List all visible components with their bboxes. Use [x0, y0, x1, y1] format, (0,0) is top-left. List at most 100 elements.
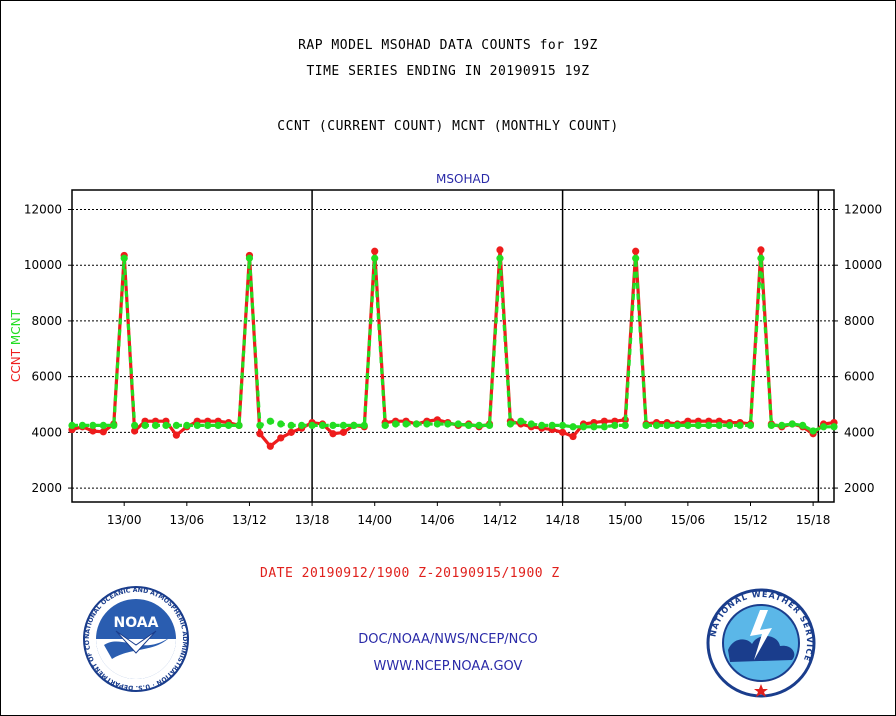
data-point-mcnt — [131, 421, 139, 429]
data-point-mcnt — [485, 421, 494, 429]
data-point-mcnt — [381, 421, 389, 429]
data-point-mcnt — [579, 423, 588, 431]
x-tick-label: 13/06 — [170, 513, 205, 527]
data-point-mcnt — [444, 420, 452, 428]
y-tick-label-left: 4000 — [31, 425, 62, 439]
x-tick-label: 14/18 — [545, 513, 580, 527]
x-tick-label: 14/00 — [357, 513, 392, 527]
data-point-mcnt — [642, 421, 650, 429]
x-tick-label: 14/12 — [483, 513, 518, 527]
data-point-mcnt — [799, 421, 807, 429]
data-point-mcnt — [162, 421, 170, 429]
data-point-mcnt — [151, 421, 160, 429]
data-point-mcnt — [454, 420, 462, 428]
data-point-ccnt — [632, 247, 640, 255]
x-tick-label: 15/18 — [796, 513, 831, 527]
website-link[interactable]: WWW.NCEP.NOAA.GOV — [373, 659, 523, 674]
y-tick-label-left: 6000 — [31, 370, 62, 384]
data-point-mcnt — [548, 421, 556, 429]
data-point-ccnt — [600, 417, 608, 425]
noaa-logo-text: NOAA — [114, 615, 159, 631]
data-point-mcnt — [569, 423, 577, 431]
noaa-logo: NOAA NATIONAL OCEANIC AND ATMOSPHERIC AD… — [82, 585, 189, 692]
data-point-mcnt — [538, 421, 546, 429]
y-tick-label-right: 8000 — [844, 314, 875, 328]
data-point-ccnt — [287, 428, 295, 436]
data-point-mcnt — [308, 421, 316, 429]
y-tick-label-right: 2000 — [844, 481, 875, 495]
x-tick-label: 13/12 — [232, 513, 267, 527]
series-line-mcnt — [72, 258, 834, 433]
chart-title-line1: RAP MODEL MSOHAD DATA COUNTS for 19Z — [298, 38, 598, 53]
data-point-mcnt — [68, 421, 76, 429]
data-point-ccnt — [256, 430, 264, 438]
x-tick-label: 14/06 — [420, 513, 455, 527]
data-point-ccnt — [89, 427, 97, 435]
series-line-ccnt — [71, 249, 835, 449]
data-point-mcnt — [287, 421, 295, 429]
y-tick-label-left: 2000 — [31, 481, 62, 495]
data-point-ccnt — [131, 427, 139, 435]
data-point-mcnt — [183, 421, 191, 429]
data-point-mcnt — [235, 421, 243, 429]
date-range-label: DATE 20190912/1900 Z-20190915/1900 Z — [260, 566, 560, 581]
data-point-mcnt — [204, 421, 212, 429]
data-point-mcnt — [746, 421, 755, 429]
org-path-text: DOC/NOAA/NWS/NCEP/NCO — [358, 632, 538, 647]
data-point-ccnt — [757, 246, 765, 254]
data-point-mcnt — [611, 421, 619, 429]
y-tick-label-right: 4000 — [844, 425, 875, 439]
data-point-mcnt — [277, 420, 285, 428]
data-point-mcnt — [475, 421, 483, 429]
data-point-mcnt — [506, 420, 515, 428]
panel-title: MSOHAD — [436, 172, 490, 186]
data-point-ccnt — [339, 428, 347, 436]
data-point-mcnt — [193, 421, 201, 429]
chart-subtitle: CCNT (CURRENT COUNT) MCNT (MONTHLY COUNT… — [277, 119, 619, 134]
data-point-mcnt — [809, 427, 817, 435]
data-point-mcnt — [673, 421, 682, 429]
data-point-mcnt — [684, 421, 692, 429]
data-point-mcnt — [778, 421, 786, 429]
data-point-mcnt — [600, 423, 608, 431]
data-point-ccnt — [569, 432, 577, 441]
data-point-ccnt — [277, 434, 285, 442]
y-tick-label-left: 10000 — [24, 258, 62, 272]
y-tick-label-right: 12000 — [844, 203, 882, 217]
data-point-mcnt — [141, 421, 149, 429]
data-point-ccnt — [329, 430, 337, 438]
data-point-mcnt — [245, 254, 254, 262]
data-point-mcnt — [433, 420, 441, 428]
data-point-mcnt — [767, 421, 775, 429]
data-point-mcnt — [819, 423, 828, 431]
data-point-mcnt — [527, 420, 535, 428]
y-tick-label-right: 10000 — [844, 258, 882, 272]
data-point-ccnt — [99, 428, 107, 436]
data-point-mcnt — [590, 423, 598, 431]
data-point-mcnt — [318, 421, 327, 429]
data-point-mcnt — [830, 423, 838, 431]
data-point-mcnt — [339, 421, 347, 429]
data-point-mcnt — [350, 421, 358, 429]
data-point-mcnt — [694, 421, 702, 429]
y-axis-label-ccnt: CCNT — [9, 348, 23, 382]
data-point-mcnt — [423, 420, 431, 428]
series-ccnt — [68, 246, 838, 450]
data-point-mcnt — [172, 421, 180, 429]
y-tick-label-left: 8000 — [31, 314, 62, 328]
y-tick-label-left: 12000 — [24, 203, 62, 217]
data-point-ccnt — [172, 431, 180, 439]
data-point-mcnt — [224, 421, 233, 429]
data-point-mcnt — [757, 254, 765, 262]
data-point-mcnt — [256, 421, 264, 429]
data-point-mcnt — [517, 417, 525, 425]
x-tick-label: 15/00 — [608, 513, 643, 527]
data-point-ccnt — [559, 428, 567, 436]
data-point-mcnt — [214, 421, 222, 429]
series-mcnt — [68, 254, 838, 435]
data-point-mcnt — [652, 421, 661, 429]
data-point-mcnt — [110, 421, 118, 429]
data-point-mcnt — [621, 421, 629, 429]
y-tick-label-right: 6000 — [844, 370, 875, 384]
y-axis-label: CCNT MCNT — [9, 309, 23, 382]
